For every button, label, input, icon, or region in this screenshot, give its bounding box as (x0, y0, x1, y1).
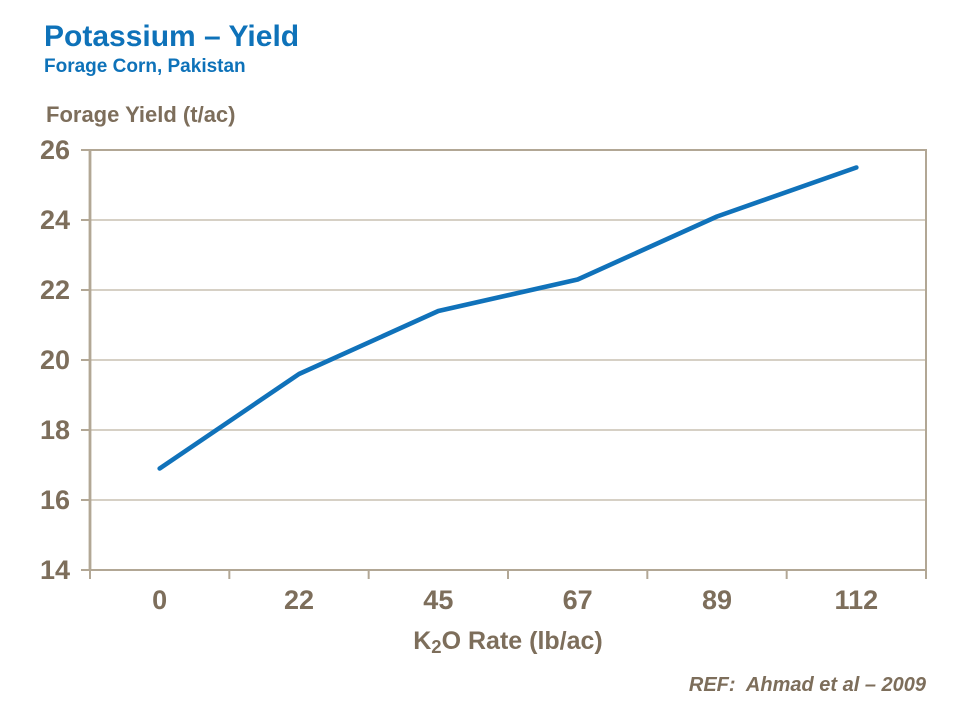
x-tick-label: 112 (834, 585, 879, 615)
y-tick-label: 20 (39, 345, 70, 375)
x-axis-title-post: O Rate (lb/ac) (441, 627, 603, 655)
y-tick-label: 14 (39, 555, 70, 585)
x-tick-label: 45 (423, 585, 454, 615)
y-tick-label: 24 (39, 205, 70, 235)
y-tick-label: 26 (39, 135, 70, 165)
axis-ticks (81, 149, 927, 579)
gridlines (90, 149, 926, 571)
reference-text: REF: Ahmad et al – 2009 (688, 674, 926, 696)
slide-title: Potassium – Yield (44, 20, 300, 53)
x-axis-title: K2O Rate (lb/ac) (90, 626, 926, 656)
y-axis-title: Forage Yield (t/ac) (46, 102, 236, 127)
x-tick-label: 22 (283, 585, 315, 615)
x-axis-title-subscript: 2 (431, 636, 442, 658)
slide-subtitle: Forage Corn, Pakistan (44, 56, 246, 77)
x-tick-label: 89 (701, 585, 733, 615)
x-tick-label: 0 (152, 585, 168, 615)
x-axis-title-pre: K (413, 627, 432, 655)
y-tick-label: 16 (39, 485, 70, 515)
x-tick-label: 67 (562, 585, 593, 615)
y-tick-label: 18 (39, 415, 70, 445)
y-tick-label: 22 (39, 275, 70, 305)
data-line-forage-yield-t-ac- (157, 165, 859, 471)
